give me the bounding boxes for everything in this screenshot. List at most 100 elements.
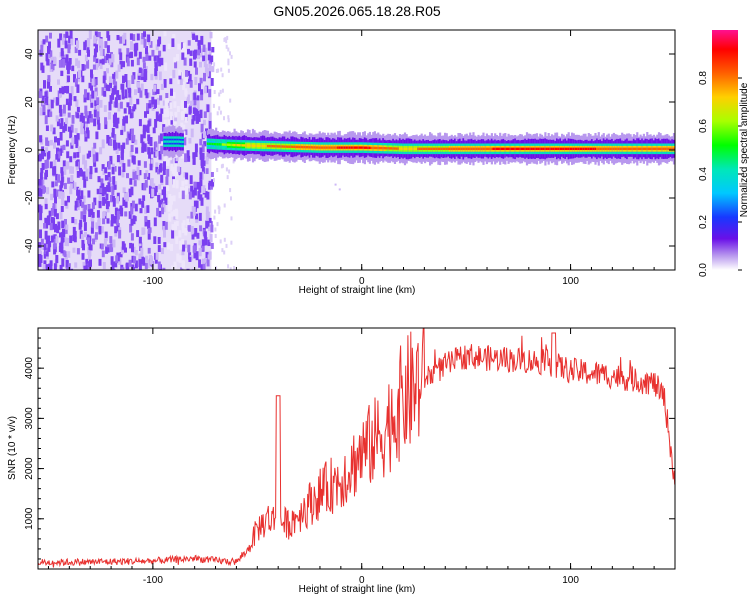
band-cell	[424, 147, 427, 150]
noise-cell	[58, 60, 62, 68]
noise-cell	[118, 166, 122, 176]
noise-cell	[198, 83, 201, 92]
noise-cell	[87, 204, 91, 212]
noise-cell	[107, 85, 111, 92]
noise-cell	[54, 195, 57, 204]
noise-cell	[87, 190, 91, 198]
noise-cell	[88, 30, 92, 40]
noise-cell	[107, 172, 111, 181]
noise-cell	[196, 53, 200, 60]
noise-cell	[61, 220, 65, 229]
noise-cell	[44, 247, 48, 255]
noise-cell	[229, 51, 231, 56]
noise-cell	[98, 200, 102, 209]
band-cell	[405, 147, 408, 150]
noise-cell	[60, 241, 64, 249]
noise-cell	[102, 75, 106, 84]
band-cell	[545, 147, 549, 150]
noise-cell	[147, 34, 151, 43]
noise-cell	[169, 116, 173, 125]
noise-cell	[119, 60, 123, 70]
noise-cell	[81, 201, 85, 208]
band-cell	[656, 147, 659, 150]
noise-cell	[201, 144, 205, 153]
noise-cell	[173, 214, 177, 220]
band-cell	[449, 147, 452, 150]
noise-cell	[159, 113, 163, 122]
noise-cell	[190, 128, 194, 138]
noise-cell	[47, 103, 51, 110]
noise-cell	[109, 243, 113, 253]
noise-cell	[46, 140, 50, 147]
noise-cell	[138, 236, 142, 244]
noise-cell	[117, 64, 121, 72]
noise-cell	[174, 61, 178, 69]
noise-cell	[154, 99, 157, 108]
noise-cell	[146, 205, 150, 213]
noise-cell	[114, 142, 118, 150]
noise-cell	[49, 263, 53, 270]
noise-cell	[60, 176, 64, 186]
band-cell	[556, 147, 559, 150]
noise-cell	[94, 167, 98, 173]
noise-cell	[151, 96, 155, 105]
band-cell	[370, 146, 373, 150]
band-cell	[454, 147, 457, 150]
noise-cell	[230, 240, 233, 245]
spectrogram-x-label: Height of straight line (km)	[299, 285, 416, 296]
noise-cell	[139, 208, 143, 214]
noise-cell	[158, 135, 162, 144]
band-cell	[599, 147, 602, 150]
noise-cell	[145, 255, 149, 264]
noise-cell	[228, 169, 231, 174]
noise-cell	[209, 221, 213, 227]
noise-cell	[159, 165, 162, 173]
noise-cell	[55, 225, 59, 232]
noise-cell	[68, 58, 72, 65]
noise-cell	[180, 122, 184, 131]
noise-cell	[188, 106, 192, 115]
noise-cell	[216, 111, 219, 116]
noise-cell	[233, 266, 236, 270]
noise-cell	[46, 59, 50, 66]
noise-cell	[173, 57, 177, 63]
noise-cell	[129, 269, 133, 270]
noise-cell	[71, 65, 75, 72]
noise-cell	[103, 198, 107, 204]
band-cell	[363, 146, 366, 149]
noise-cell	[53, 263, 57, 270]
noise-cell	[217, 68, 220, 73]
band-cell	[467, 147, 470, 150]
noise-cell	[65, 32, 69, 39]
noise-cell	[106, 68, 109, 74]
noise-cell	[199, 48, 203, 58]
noise-cell	[101, 139, 105, 149]
noise-cell	[58, 191, 62, 199]
band-cell	[420, 147, 423, 150]
noise-cell	[177, 43, 181, 50]
band-cell	[507, 147, 510, 150]
band-cell	[492, 147, 495, 150]
noise-cell	[56, 189, 60, 197]
noise-cell	[142, 124, 146, 133]
noise-cell	[159, 133, 163, 142]
noise-cell	[164, 99, 168, 108]
noise-cell	[206, 221, 210, 227]
noise-cell	[102, 210, 106, 217]
noise-cell	[98, 225, 102, 235]
noise-cell	[83, 94, 87, 103]
band-cell	[312, 146, 315, 149]
noise-cell	[130, 128, 134, 136]
noise-cell	[121, 125, 125, 133]
noise-cell	[177, 75, 181, 85]
noise-cell	[123, 108, 127, 114]
noise-cell	[203, 141, 207, 147]
band-cell	[362, 146, 365, 149]
noise-cell	[142, 62, 146, 69]
noise-cell	[193, 187, 197, 196]
noise-cell	[120, 83, 124, 90]
noise-cell	[187, 244, 191, 253]
noise-cell	[56, 118, 60, 127]
band-cell	[591, 147, 594, 150]
noise-cell	[46, 81, 50, 89]
